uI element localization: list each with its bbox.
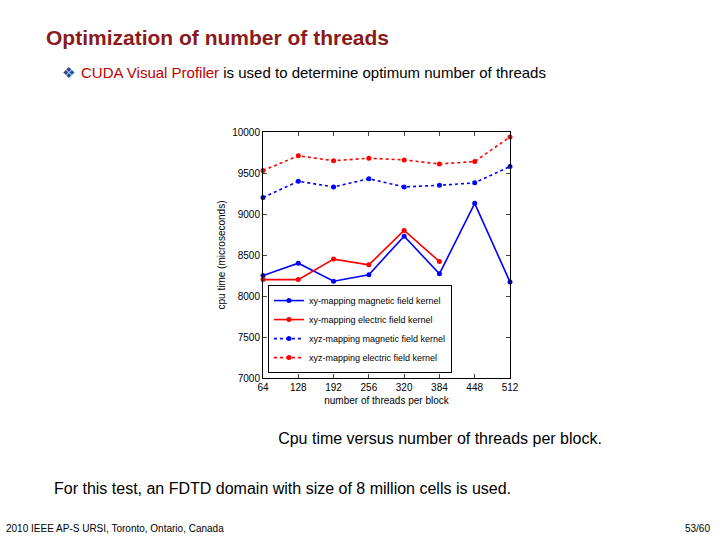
html-text:For this test, an FDTD domain: For this test, an FDTD domain with size …: [54, 480, 511, 497]
svg-text:10000: 10000: [232, 127, 260, 138]
html-text:Optimization of number of thre: Optimization of number of threads: [46, 26, 389, 49]
html-text:CUDA Visual Profiler is used t: CUDA Visual Profiler is used to determin…: [81, 64, 546, 81]
svg-text:128: 128: [290, 382, 307, 393]
svg-text:512: 512: [502, 382, 519, 393]
html-text:2010 IEEE AP-S URSI, Toronto,: 2010 IEEE AP-S URSI, Toronto, Ontario, C…: [6, 523, 224, 534]
svg-text:xyz-mapping magnetic field ker: xyz-mapping magnetic field kernel: [309, 334, 445, 344]
svg-text:number of threads per block: number of threads per block: [324, 395, 450, 406]
svg-text:8000: 8000: [238, 291, 261, 302]
svg-text:384: 384: [431, 382, 448, 393]
svg-text:7500: 7500: [238, 332, 261, 343]
svg-text:cpu time (microseconds): cpu time (microseconds): [216, 201, 227, 310]
svg-text:9000: 9000: [238, 209, 261, 220]
svg-text:192: 192: [325, 382, 342, 393]
svg-text:448: 448: [466, 382, 483, 393]
html-text:Cpu time versus number of thre: Cpu time versus number of threads per bl…: [278, 430, 602, 447]
svg-text:8500: 8500: [238, 250, 261, 261]
svg-text:64: 64: [257, 382, 269, 393]
svg-text:xy-mapping electric field kern: xy-mapping electric field kernel: [309, 315, 433, 325]
svg-text:xyz-mapping electric field ker: xyz-mapping electric field kernel: [309, 353, 437, 363]
html-text:53/60: 53/60: [685, 523, 710, 534]
svg-text:xy-mapping magnetic field kern: xy-mapping magnetic field kernel: [309, 296, 441, 306]
svg-text:7000: 7000: [238, 373, 261, 384]
svg-text:320: 320: [396, 382, 413, 393]
svg-text:9500: 9500: [238, 168, 261, 179]
svg-text:256: 256: [361, 382, 378, 393]
